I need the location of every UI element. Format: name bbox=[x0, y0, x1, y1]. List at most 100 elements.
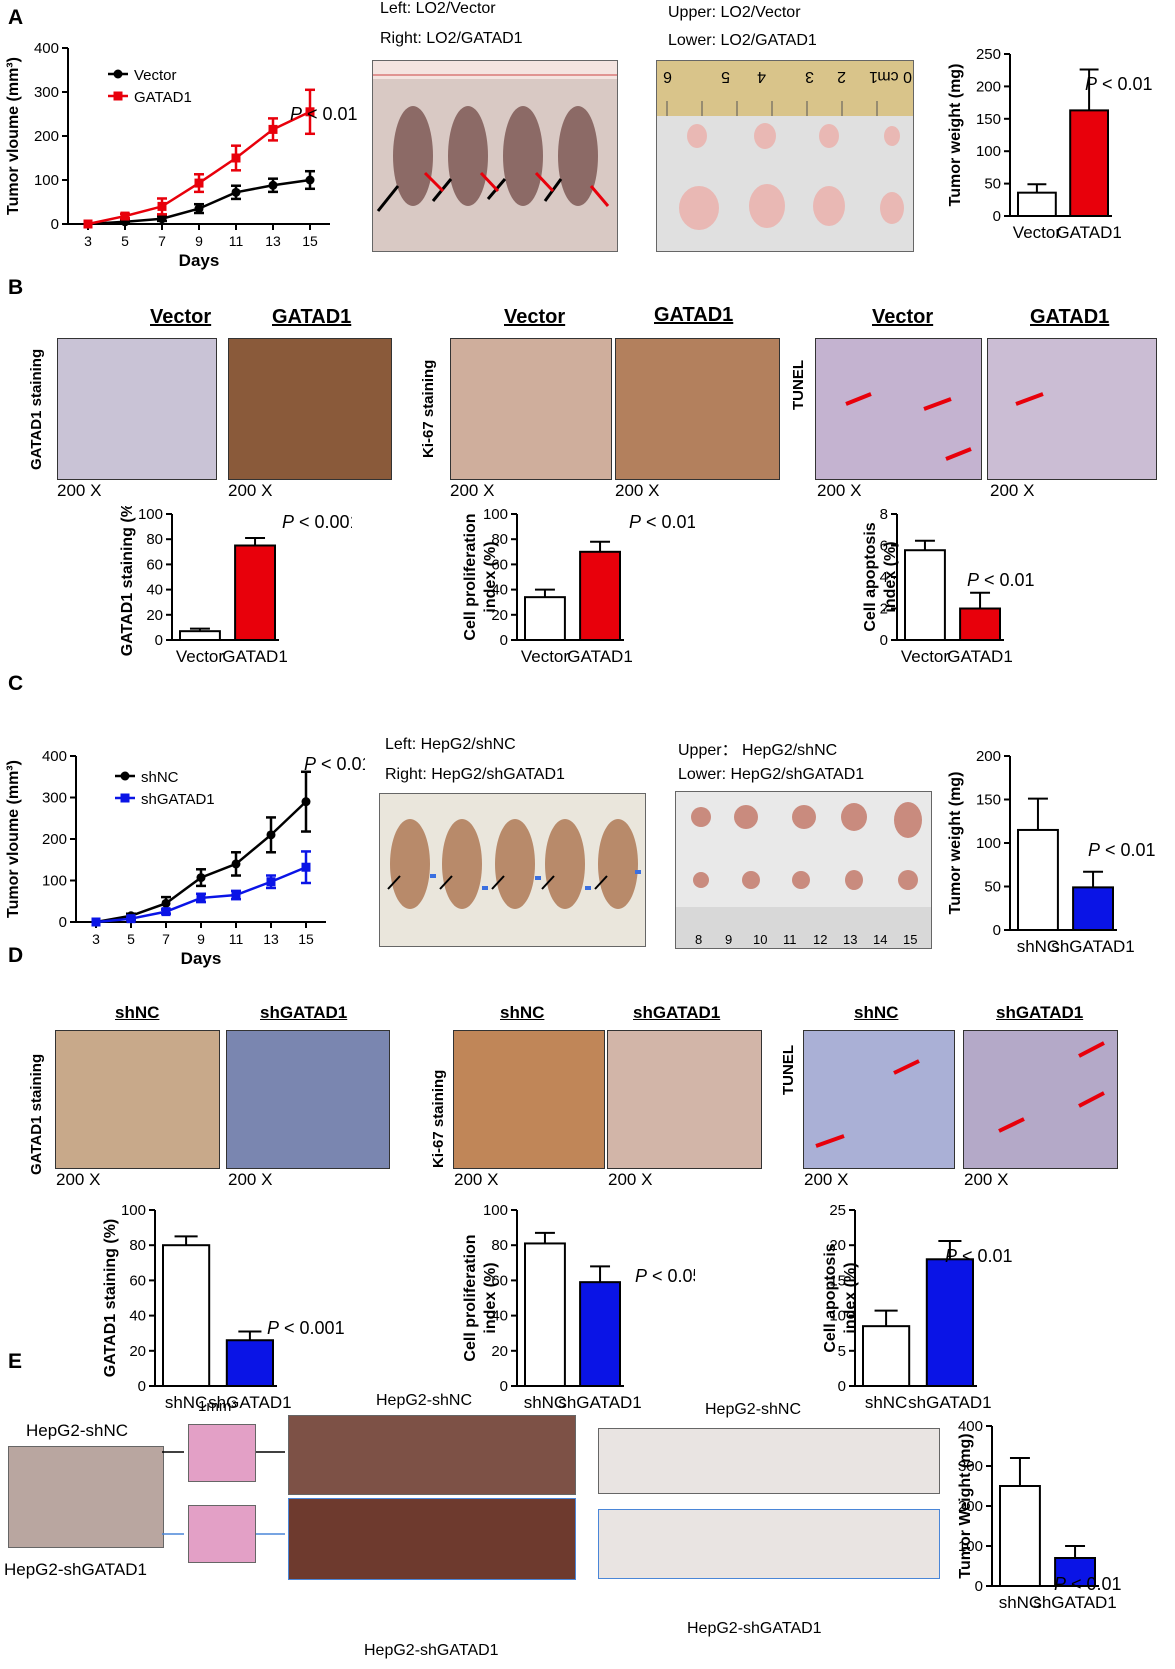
ruler-label: 2 bbox=[837, 68, 846, 85]
data-point bbox=[231, 153, 241, 163]
d2-micrograph-right bbox=[607, 1030, 762, 1169]
ruler-label: 15 bbox=[903, 932, 917, 947]
a-tumor-illustration bbox=[657, 61, 913, 230]
d2-mag-right: 200 X bbox=[608, 1170, 653, 1189]
chart-c-tumor-volume: 0 100 200 300 400 Tumor vloume (mm³) 3 5 7 9 11 13 1… bbox=[5, 748, 365, 968]
y-tick-label: 200 bbox=[976, 748, 1001, 765]
bar bbox=[925, 1258, 975, 1387]
b2-micrograph-right bbox=[615, 338, 780, 480]
y-axis-label: Tumor weight (mg) bbox=[947, 772, 964, 915]
y-tick-label: 0 bbox=[500, 632, 508, 649]
data-point bbox=[305, 107, 315, 117]
y-tick-label: 80 bbox=[491, 531, 508, 548]
y-tick-label: 100 bbox=[34, 172, 59, 189]
e-liver-bottom-label: HepG2-shGATAD1 bbox=[687, 1620, 822, 1637]
ruler-label: 5 bbox=[721, 68, 730, 85]
bar bbox=[579, 550, 621, 641]
b1-micrograph-right bbox=[228, 338, 392, 480]
y-axis-label: Tumor Weight (mg) bbox=[957, 1433, 974, 1578]
x-tick-label: 7 bbox=[158, 233, 166, 249]
panel-label-a: A bbox=[8, 6, 24, 29]
p-value-annotation: P < 0.001 bbox=[282, 512, 352, 532]
y-tick-label: 10 bbox=[829, 1308, 846, 1325]
a-photo2-caption-1: Upper: LO2/Vector bbox=[668, 4, 801, 21]
d1-mag-left: 200 X bbox=[56, 1170, 101, 1189]
y-tick-label: 40 bbox=[146, 582, 163, 599]
b3-mag-left: 200 X bbox=[817, 481, 862, 500]
legend-label: Vector bbox=[134, 67, 177, 84]
y-tick-label: 100 bbox=[958, 1538, 983, 1555]
x-tick-label: 5 bbox=[121, 233, 129, 249]
d2-side-label: Ki-67 staining bbox=[430, 1069, 447, 1168]
b3-left-title: Vector bbox=[872, 306, 934, 328]
y-axis-label: Cell proliferation bbox=[462, 513, 479, 640]
category-label: shGATAD1 bbox=[908, 1393, 991, 1412]
y-axis-label: GATAD1 staining (%) bbox=[119, 506, 136, 656]
data-point bbox=[120, 211, 130, 221]
a-mice-photo bbox=[372, 60, 618, 252]
y-tick-label: 40 bbox=[129, 1308, 146, 1325]
e-open-bottom-label: HepG2-shGATAD1 bbox=[364, 1642, 499, 1659]
b3-micrograph-left bbox=[815, 338, 982, 480]
data-point bbox=[268, 180, 278, 190]
d3-tunel-arrows bbox=[815, 1059, 920, 1148]
bar bbox=[1069, 109, 1109, 217]
d3-left-title: shNC bbox=[854, 1003, 899, 1022]
bar bbox=[999, 1485, 1041, 1587]
ruler-label: 14 bbox=[873, 932, 887, 947]
a-tumor-photo bbox=[656, 60, 914, 252]
b1-side-label: GATAD1 staining bbox=[28, 348, 45, 470]
x-tick-label: 3 bbox=[92, 931, 100, 947]
data-point bbox=[194, 178, 204, 188]
y-tick-label: 0 bbox=[59, 914, 67, 931]
bar bbox=[1072, 886, 1115, 931]
y-tick-label: 250 bbox=[976, 46, 1001, 63]
b3-tunel-arrows bbox=[845, 392, 972, 461]
e-open-top-label: HepG2-shNC bbox=[376, 1392, 473, 1409]
panel-label-b: B bbox=[8, 276, 24, 299]
y-tick-label: 300 bbox=[958, 1458, 983, 1475]
y-tick-label: 0 bbox=[880, 632, 888, 649]
d3-mag-right: 200 X bbox=[964, 1170, 1009, 1189]
e-liver-top-label: HepG2-shNC bbox=[705, 1401, 802, 1418]
ruler-label: 8 bbox=[695, 932, 702, 947]
data-point bbox=[83, 219, 93, 229]
bar bbox=[225, 1339, 275, 1388]
y-axis-label: Tumor vloume (mm³) bbox=[5, 57, 22, 215]
d3-tunel-arrows bbox=[998, 1041, 1105, 1133]
p-value-annotation: P < 0.01 bbox=[1085, 74, 1153, 94]
y-tick-label: 0 bbox=[975, 1578, 983, 1595]
a-photo2-caption-2: Lower: LO2/GATAD1 bbox=[668, 32, 817, 49]
category-label: shNC bbox=[999, 1593, 1042, 1612]
data-point bbox=[231, 859, 241, 869]
data-point bbox=[301, 797, 311, 807]
x-tick-label: 13 bbox=[265, 233, 281, 249]
y-axis-label: Cell apoptosis bbox=[862, 522, 879, 631]
y-tick-label: 2 bbox=[880, 601, 888, 618]
d2-left-title: shNC bbox=[500, 1003, 545, 1022]
d3-micrograph-left bbox=[803, 1030, 955, 1169]
y-tick-label: 300 bbox=[42, 790, 67, 807]
y-tick-label: 0 bbox=[838, 1378, 846, 1395]
e-open-abdomen-bottom bbox=[288, 1498, 576, 1580]
bar bbox=[162, 1244, 211, 1388]
y-tick-label: 0 bbox=[993, 922, 1001, 939]
y-tick-label: 0 bbox=[155, 632, 163, 649]
data-point bbox=[266, 877, 276, 887]
data-point bbox=[161, 898, 171, 908]
b2-right-title: GATAD1 bbox=[654, 304, 734, 326]
chart-c-tumor-weight: 0 50 100 150 200 Tumor weight (mg) shNCshGATAD… bbox=[947, 748, 1156, 956]
a-mice-illustration bbox=[373, 61, 617, 212]
y-tick-label: 20 bbox=[146, 607, 163, 624]
c-photo2-caption-1: Upper： HepG2/shNC bbox=[678, 742, 838, 759]
data-point bbox=[268, 124, 278, 134]
chart-a-tumor-volume: 0 100 200 300 400 Tumor vloume (mm³) 3 5 7 9 11 13 1… bbox=[5, 40, 358, 270]
series-line bbox=[95, 800, 307, 924]
y-tick-label: 100 bbox=[483, 1202, 508, 1219]
y-tick-label: 60 bbox=[146, 556, 163, 573]
c-tumor-illustration bbox=[676, 802, 931, 948]
bar bbox=[1017, 191, 1057, 217]
bar bbox=[1054, 1557, 1096, 1587]
